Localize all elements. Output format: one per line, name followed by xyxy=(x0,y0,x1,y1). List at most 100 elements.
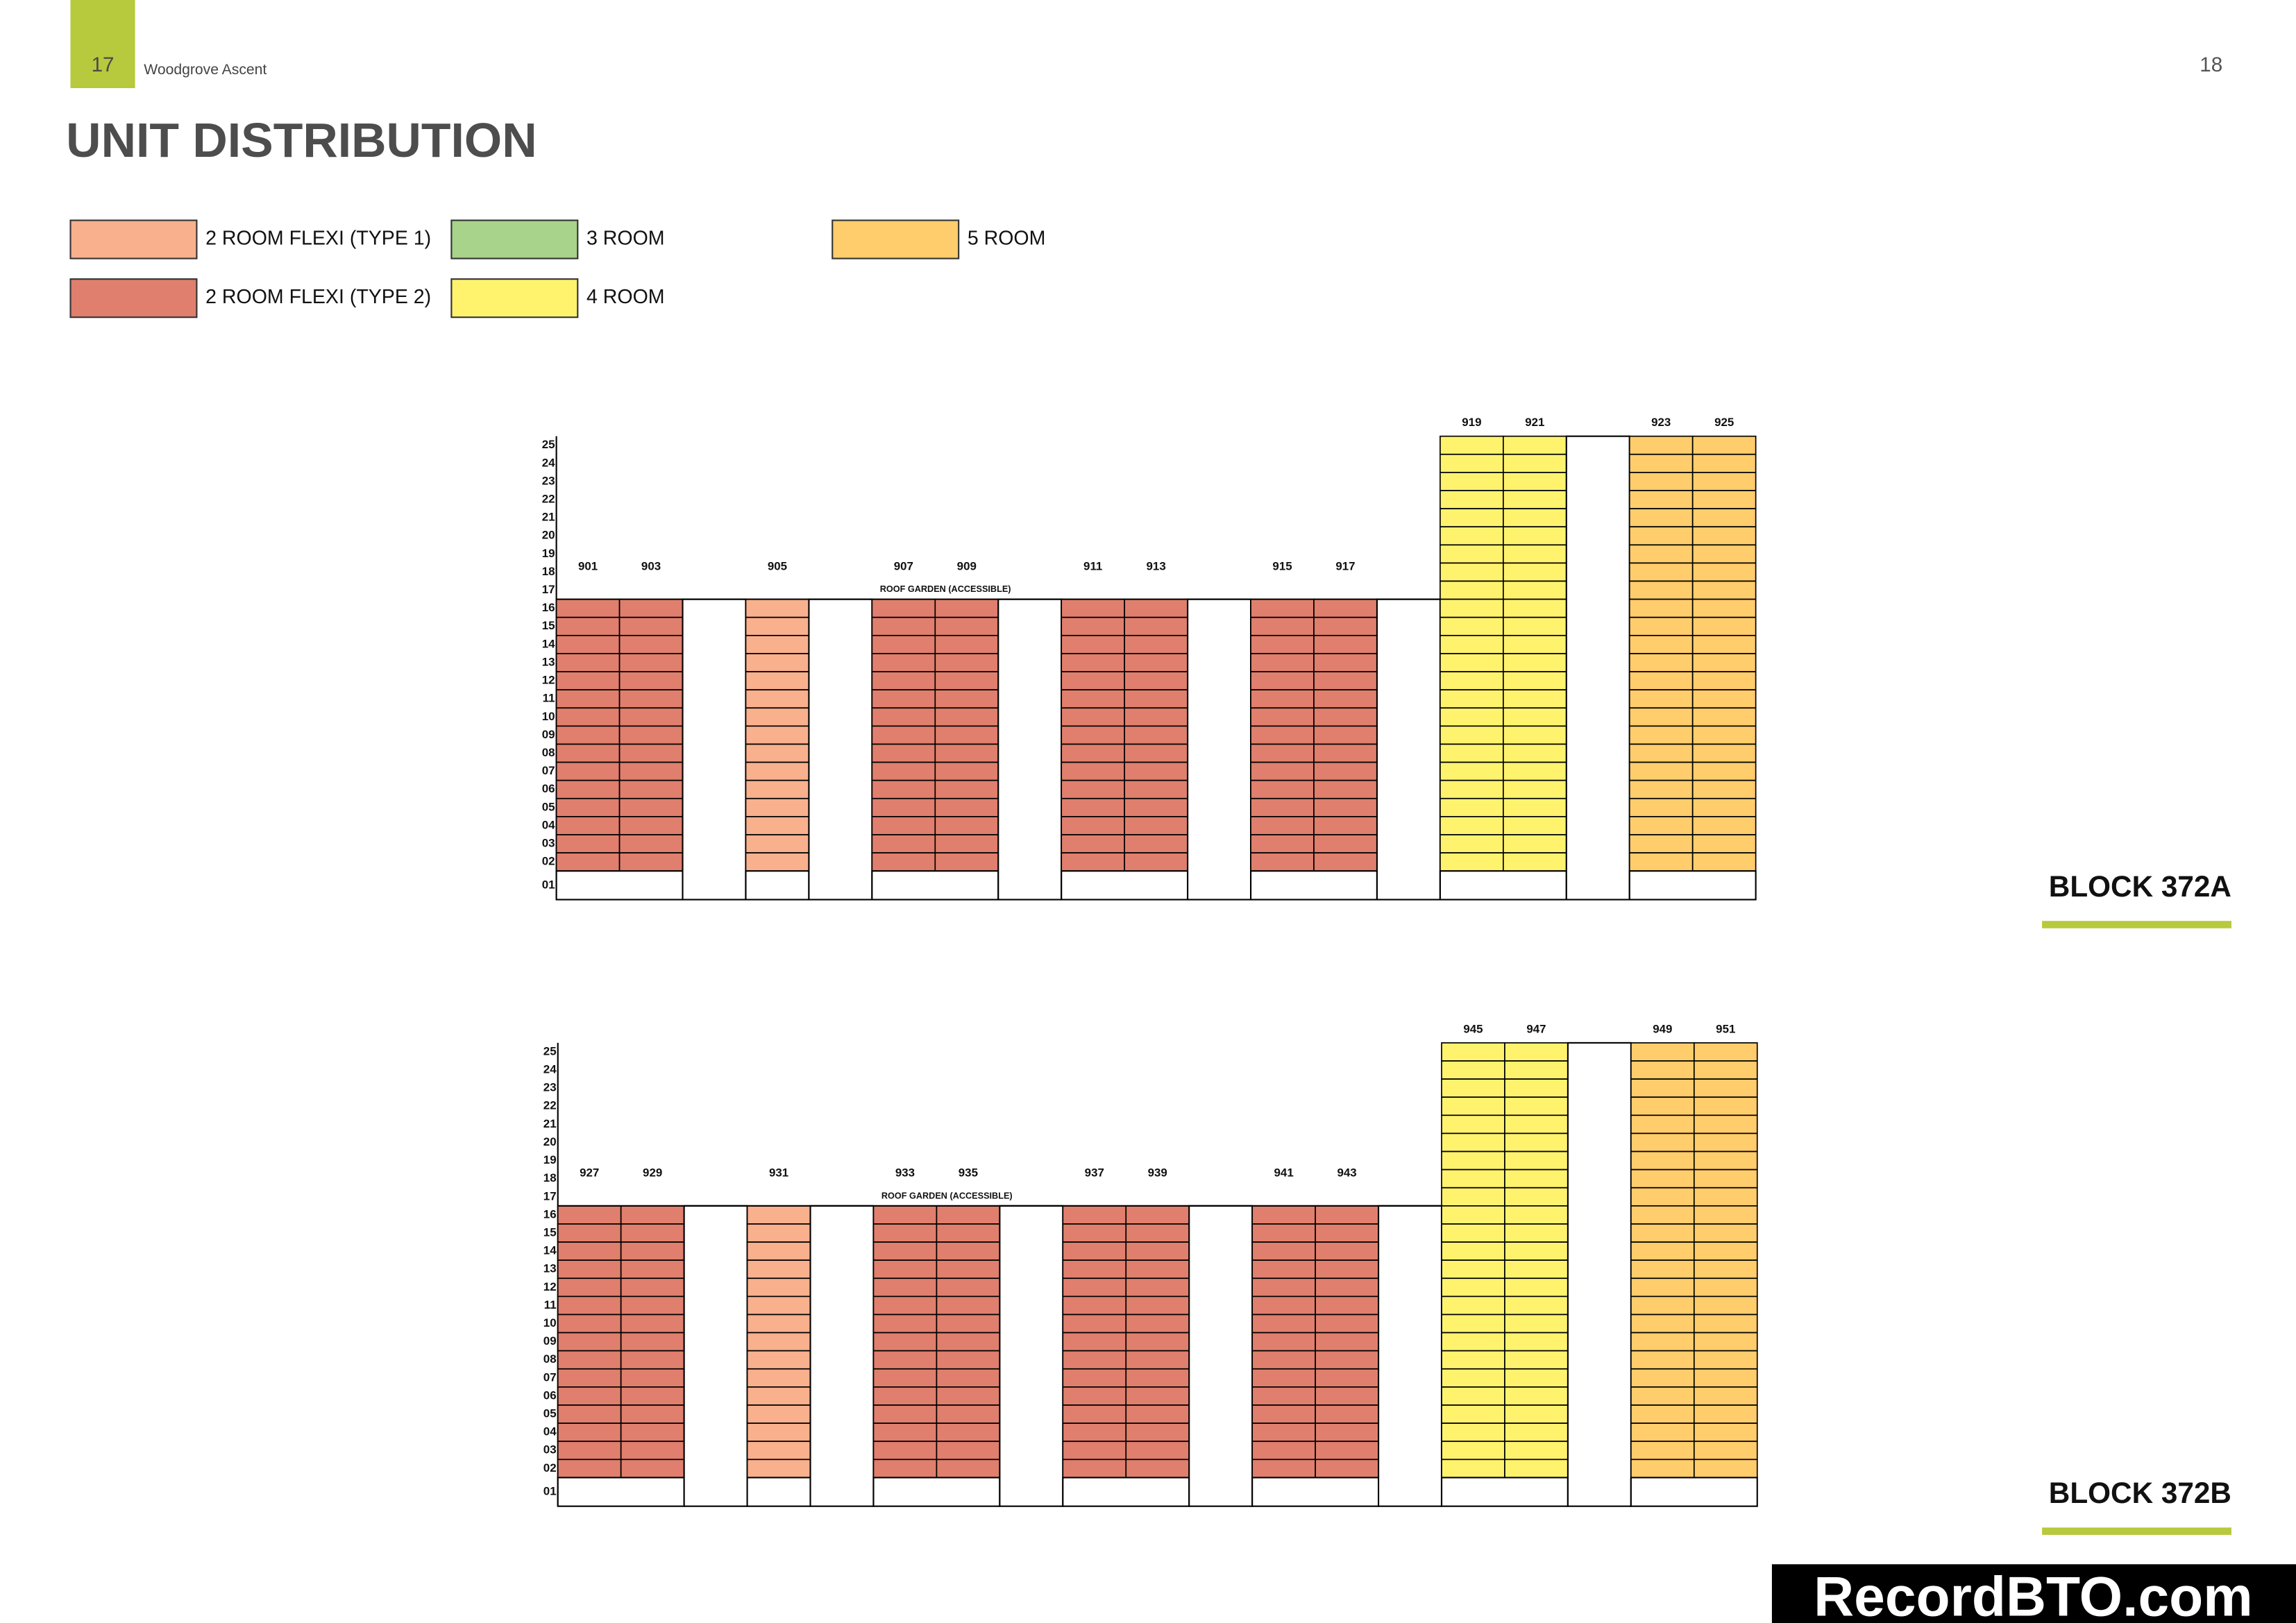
unit-cell xyxy=(1061,743,1126,763)
void-gap xyxy=(1187,598,1252,901)
floor-label: 10 xyxy=(542,710,555,723)
unit-cell xyxy=(872,1350,938,1370)
unit-cell xyxy=(1441,1187,1505,1207)
unit-cell xyxy=(934,598,999,618)
unit-cell xyxy=(1441,1259,1505,1280)
unit-cell xyxy=(1125,1404,1190,1424)
unit-cell xyxy=(1504,1169,1569,1189)
unit-cell xyxy=(1315,1441,1379,1461)
ground-floor xyxy=(1062,1477,1190,1507)
floor-label: 11 xyxy=(544,1298,557,1311)
unit-cell xyxy=(1441,1295,1505,1316)
unit-cell xyxy=(1441,1314,1505,1334)
unit-cell xyxy=(1250,653,1315,672)
unit-cell xyxy=(1630,1150,1695,1171)
unit-cell xyxy=(1124,634,1188,654)
unit-cell xyxy=(1504,1350,1569,1370)
unit-cell xyxy=(1630,1241,1695,1261)
unit-cell xyxy=(1504,1314,1569,1334)
unit-cell xyxy=(871,616,936,636)
unit-cell xyxy=(1630,1404,1695,1424)
unit-cell xyxy=(872,1368,938,1388)
unit-cell xyxy=(1630,1441,1695,1461)
unit-cell xyxy=(1062,1223,1127,1243)
unit-cell xyxy=(746,1441,811,1461)
unit-cell xyxy=(1693,1368,1758,1388)
unit-cell xyxy=(1504,1223,1569,1243)
unit-cell xyxy=(1628,671,1694,691)
unit-cell xyxy=(1628,544,1694,564)
unit-cell xyxy=(1250,707,1315,727)
unit-cell xyxy=(1315,1205,1379,1225)
floor-label: 21 xyxy=(543,1117,557,1130)
unit-cell xyxy=(1504,1404,1569,1424)
unit-cell xyxy=(1628,797,1694,817)
unit-cell xyxy=(1250,779,1315,799)
unit-cell xyxy=(1504,1295,1569,1316)
unit-cell xyxy=(557,1386,622,1406)
unit-number: 931 xyxy=(769,1166,788,1180)
unit-cell xyxy=(620,1332,685,1352)
floor-label: 06 xyxy=(542,782,555,795)
unit-cell xyxy=(1503,544,1567,564)
unit-cell xyxy=(1630,1459,1695,1479)
unit-cell xyxy=(1251,1241,1316,1261)
unit-cell xyxy=(1125,1459,1190,1479)
unit-cell xyxy=(1691,779,1757,799)
unit-number: 933 xyxy=(895,1166,915,1180)
page-title: UNIT DISTRIBUTION xyxy=(66,113,537,167)
floor-label: 04 xyxy=(542,818,555,831)
unit-cell xyxy=(1630,1350,1695,1370)
floor-label: 22 xyxy=(543,1099,557,1112)
unit-cell xyxy=(1691,671,1757,691)
unit-cell xyxy=(745,671,810,691)
unit-cell xyxy=(1125,1386,1190,1406)
floor-label: 01 xyxy=(542,878,555,891)
unit-cell xyxy=(1693,1422,1758,1443)
unit-cell xyxy=(555,707,621,727)
unit-cell xyxy=(936,1350,1001,1370)
unit-cell xyxy=(1504,1078,1569,1098)
unit-cell xyxy=(934,616,999,636)
unit-cell xyxy=(1628,435,1694,455)
unit-cell xyxy=(1315,1259,1379,1280)
unit-cell xyxy=(936,1205,1001,1225)
unit-cell xyxy=(618,834,684,853)
unit-cell xyxy=(1691,852,1757,872)
floor-label: 06 xyxy=(543,1388,557,1402)
unit-cell xyxy=(1250,616,1315,636)
floor-label: 05 xyxy=(542,800,555,813)
floor-label: 12 xyxy=(543,1280,557,1293)
unit-cell xyxy=(1693,1042,1758,1062)
unit-cell xyxy=(557,1404,622,1424)
floor-label: 14 xyxy=(543,1244,557,1257)
unit-cell xyxy=(1503,616,1567,636)
unit-cell xyxy=(618,598,684,618)
unit-cell xyxy=(745,743,810,763)
unit-cell xyxy=(936,1241,1001,1261)
unit-cell xyxy=(1440,725,1504,745)
unit-cell xyxy=(1440,743,1504,763)
ground-floor xyxy=(746,1477,811,1507)
unit-cell xyxy=(1630,1332,1695,1352)
void-gap xyxy=(809,1205,875,1507)
unit-cell xyxy=(1440,689,1504,709)
unit-cell xyxy=(1693,1078,1758,1098)
unit-cell xyxy=(555,653,621,672)
unit-cell xyxy=(934,797,999,817)
unit-number: 921 xyxy=(1525,416,1544,429)
unit-cell xyxy=(1503,725,1567,745)
unit-cell xyxy=(1125,1441,1190,1461)
unit-cell xyxy=(1440,598,1504,618)
unit-cell xyxy=(1251,1259,1316,1280)
unit-cell xyxy=(1440,671,1504,691)
unit-cell xyxy=(555,761,621,781)
unit-cell xyxy=(746,1368,811,1388)
unit-cell xyxy=(557,1277,622,1298)
unit-cell xyxy=(1062,1422,1127,1443)
unit-cell xyxy=(620,1459,685,1479)
unit-cell xyxy=(618,653,684,672)
unit-cell xyxy=(1630,1042,1695,1062)
unit-cell xyxy=(746,1422,811,1443)
unit-cell xyxy=(1440,816,1504,835)
